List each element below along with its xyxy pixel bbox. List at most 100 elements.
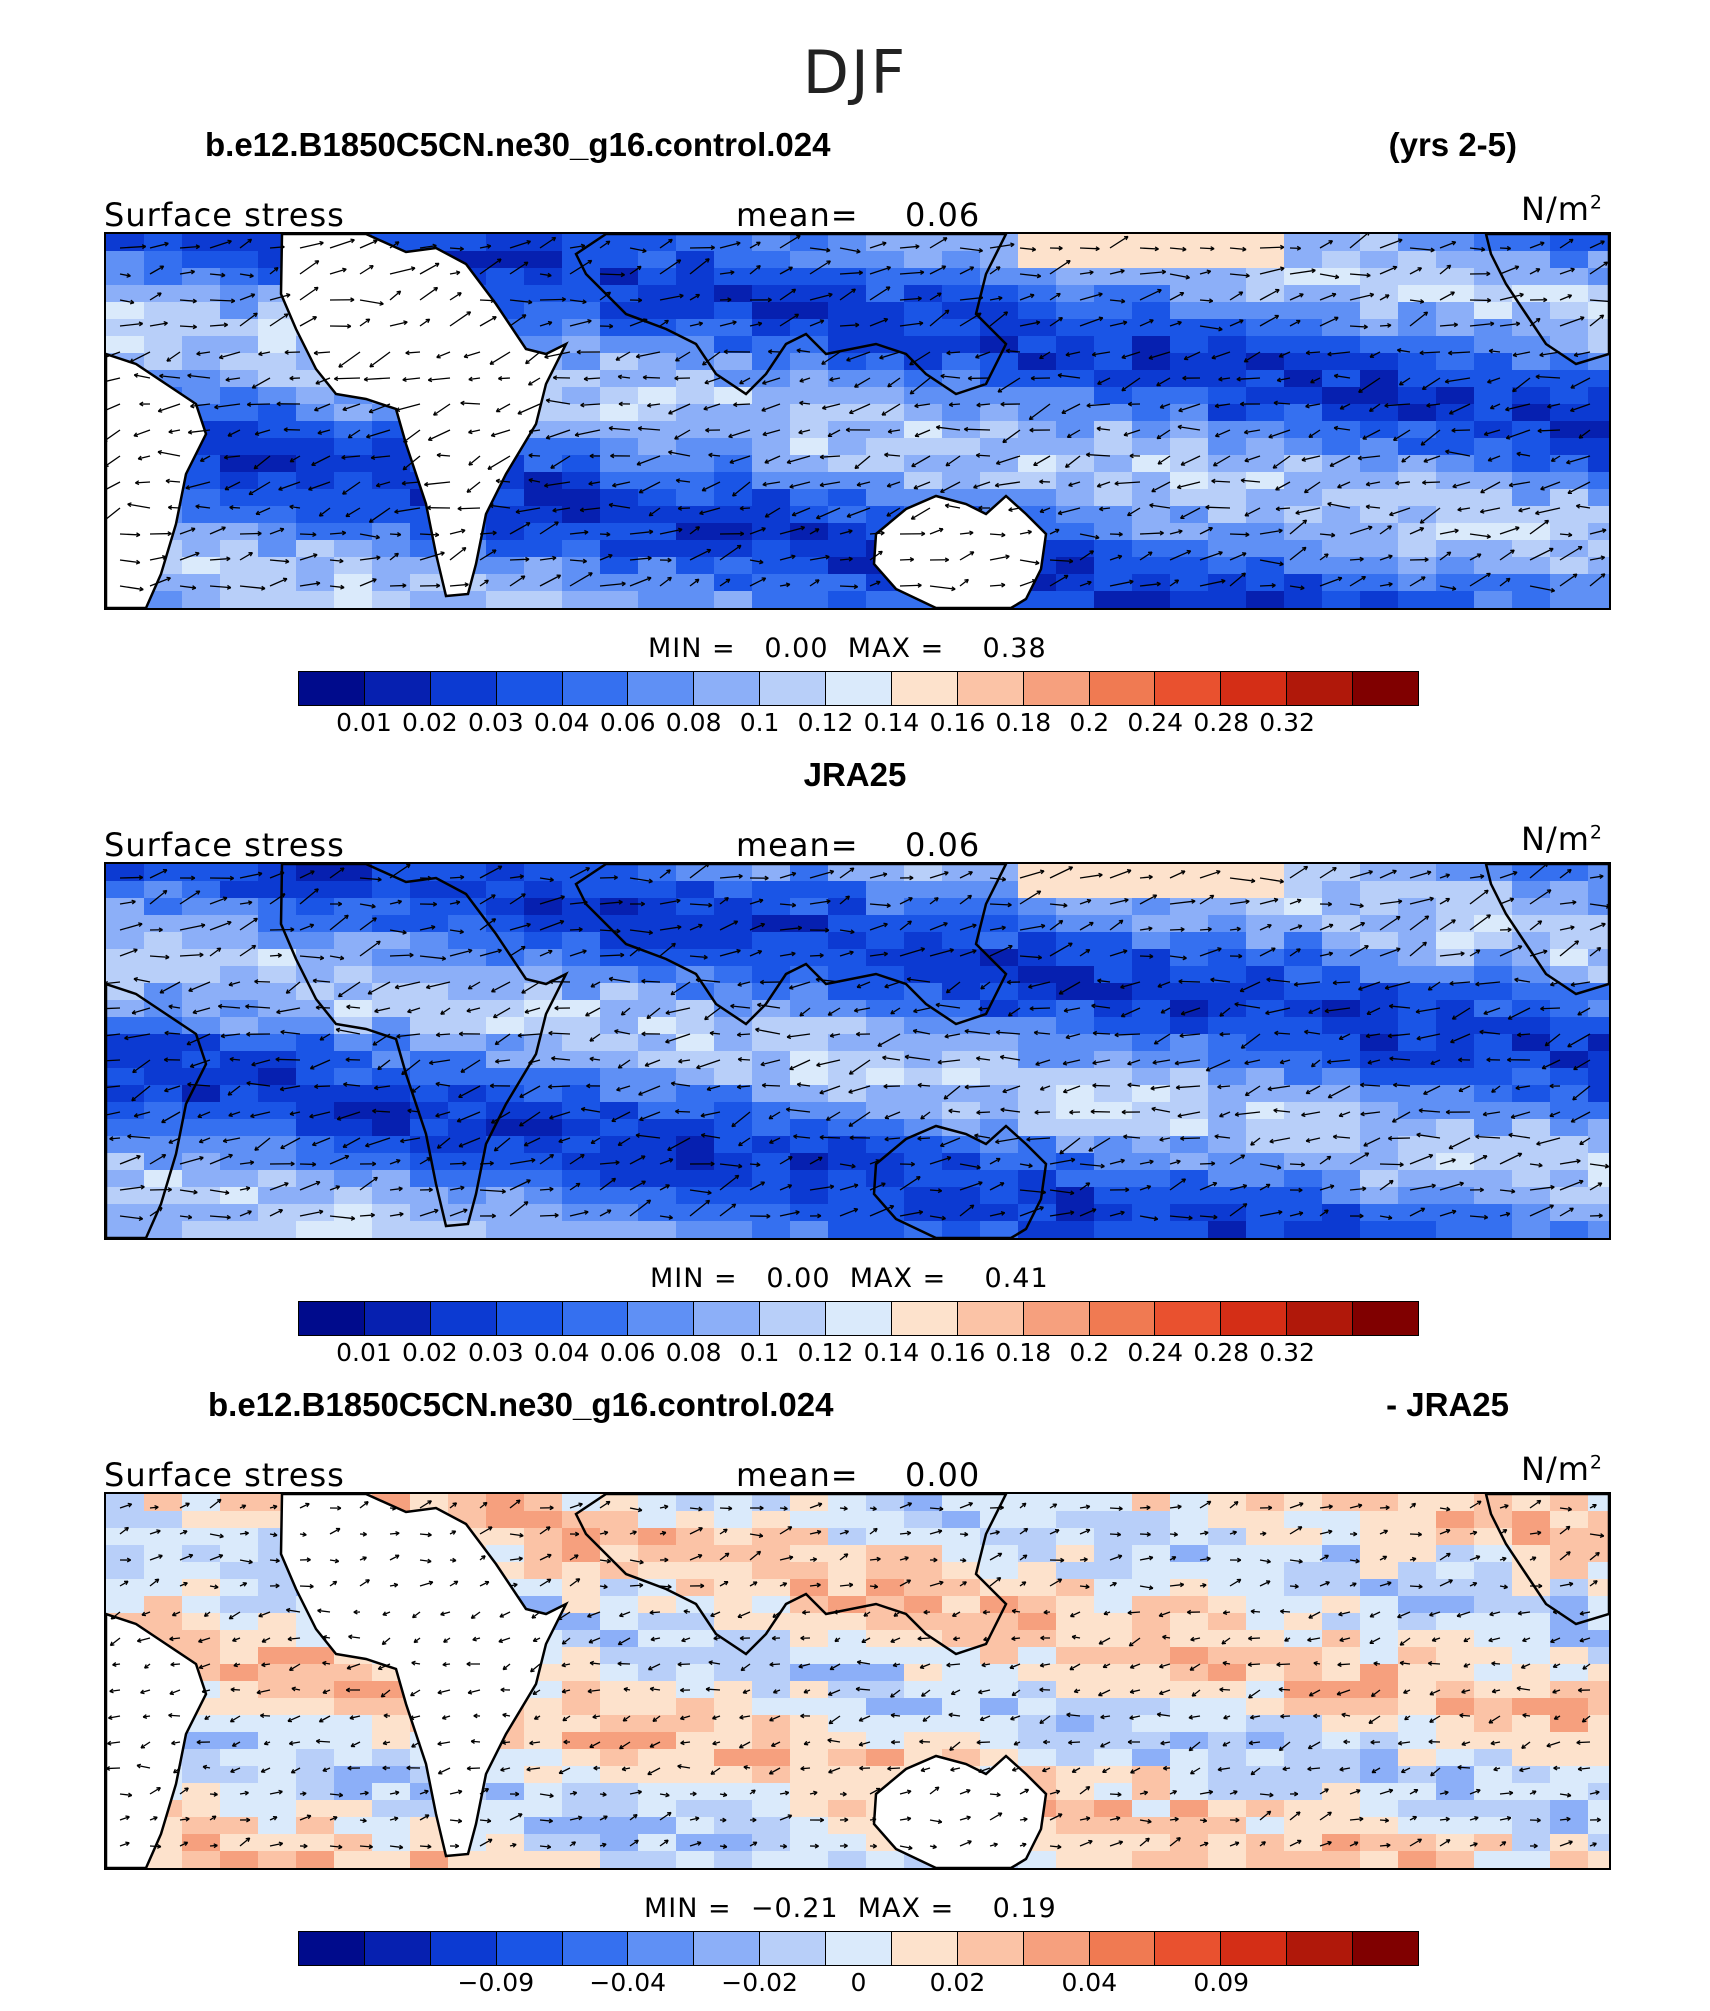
stress-vector	[887, 377, 901, 388]
field-cell	[524, 1511, 563, 1529]
field-cell	[1208, 1221, 1247, 1238]
stress-vector-head	[694, 578, 700, 584]
field-cell	[1436, 506, 1475, 524]
stress-vector	[389, 533, 401, 536]
stress-vector-head	[1540, 241, 1545, 247]
field-cell	[182, 1153, 221, 1171]
field-cell	[638, 404, 677, 422]
field-cell	[1170, 1051, 1209, 1069]
stress-vector-head	[1218, 550, 1223, 556]
field-cell	[182, 932, 221, 950]
field-cell	[1436, 591, 1475, 608]
field-cell	[1474, 557, 1513, 575]
stress-vector-head	[216, 947, 222, 953]
stress-vector	[1529, 585, 1555, 592]
stress-vector-head	[394, 984, 400, 990]
stress-vector	[168, 429, 181, 433]
stress-vector-head	[791, 288, 797, 294]
stress-vector	[629, 265, 642, 275]
stress-vector	[1319, 293, 1337, 301]
stress-vector-head	[402, 583, 407, 589]
stress-vector-head	[723, 349, 728, 355]
stress-vector-head	[521, 893, 526, 898]
stress-vector	[1289, 585, 1305, 589]
field-cell	[676, 591, 715, 608]
field-cell	[676, 234, 715, 252]
stress-vector-head	[1567, 1042, 1572, 1048]
stress-vector-head	[1570, 982, 1576, 987]
stress-vector-head	[829, 1184, 835, 1190]
stress-vector	[989, 1182, 1005, 1191]
stress-vector	[255, 507, 271, 515]
stress-vector	[1479, 1031, 1501, 1035]
stress-vector	[1034, 1031, 1051, 1035]
panel-1-units: N/m2	[1521, 190, 1603, 228]
stress-vector-head	[679, 293, 684, 299]
field-cell	[524, 268, 563, 286]
field-cell	[1550, 1102, 1589, 1120]
field-cell	[1512, 1102, 1551, 1120]
stress-vector	[1028, 403, 1051, 421]
field-cell	[866, 1579, 905, 1597]
stress-vector	[959, 531, 974, 535]
field-cell	[676, 932, 715, 950]
stress-vector	[1109, 1211, 1125, 1217]
field-cell	[638, 1136, 677, 1154]
field-cell	[1322, 353, 1361, 371]
stress-vector-head	[1424, 557, 1429, 563]
stress-vector-head	[708, 452, 713, 458]
stress-vector	[1049, 559, 1073, 563]
field-cell	[1208, 455, 1247, 473]
field-cell	[752, 574, 791, 592]
stress-vector	[1439, 264, 1452, 275]
colorbar-swatch	[1155, 672, 1222, 705]
stress-vector-head	[1186, 549, 1192, 555]
stress-vector	[548, 1085, 571, 1088]
field-cell	[1512, 1051, 1551, 1069]
field-cell	[1170, 319, 1209, 337]
colorbar-tick-label: 0.12	[797, 1338, 854, 1367]
stress-vector-head	[1034, 1109, 1039, 1115]
stress-vector	[164, 1032, 181, 1035]
stress-vector-head	[1573, 352, 1579, 358]
field-cell	[1284, 336, 1323, 354]
stress-vector	[1199, 1182, 1217, 1191]
field-cell	[1132, 1034, 1171, 1052]
field-cell	[1170, 1017, 1209, 1035]
stress-vector	[1169, 870, 1186, 879]
stress-vector	[299, 533, 317, 536]
field-cell	[904, 1051, 943, 1069]
field-cell	[562, 353, 601, 371]
stress-vector-head	[1039, 354, 1044, 360]
stress-vector	[1109, 869, 1132, 879]
stress-vector	[786, 455, 811, 464]
stress-vector-head	[1569, 1207, 1574, 1212]
field-cell	[1094, 966, 1133, 984]
stress-vector	[917, 1084, 931, 1087]
field-cell	[182, 591, 221, 608]
stress-vector-head	[1570, 267, 1575, 273]
stress-vector-head	[816, 1062, 821, 1068]
stress-vector	[959, 247, 983, 252]
stress-vector-head	[1334, 316, 1339, 322]
field-cell	[1132, 404, 1171, 422]
stress-vector-head	[648, 878, 653, 884]
stress-vector	[989, 266, 1001, 275]
stress-vector-head	[1213, 1214, 1218, 1220]
stress-vector-head	[494, 1058, 500, 1064]
field-cell	[1208, 1051, 1247, 1069]
field-cell	[828, 302, 867, 320]
stress-vector	[695, 979, 721, 983]
stress-vector	[366, 429, 391, 438]
stress-vector-head	[1508, 482, 1514, 488]
stress-vector	[659, 576, 672, 587]
stress-vector-head	[289, 504, 294, 510]
field-cell	[866, 983, 905, 1001]
stress-vector-head	[943, 922, 948, 927]
colorbar-swatch	[299, 1302, 365, 1335]
stress-vector-head	[286, 293, 291, 298]
stress-vector-head	[1450, 1038, 1455, 1044]
field-cell	[714, 1596, 753, 1614]
stress-vector	[1389, 1005, 1411, 1009]
field-cell	[980, 1494, 1019, 1512]
